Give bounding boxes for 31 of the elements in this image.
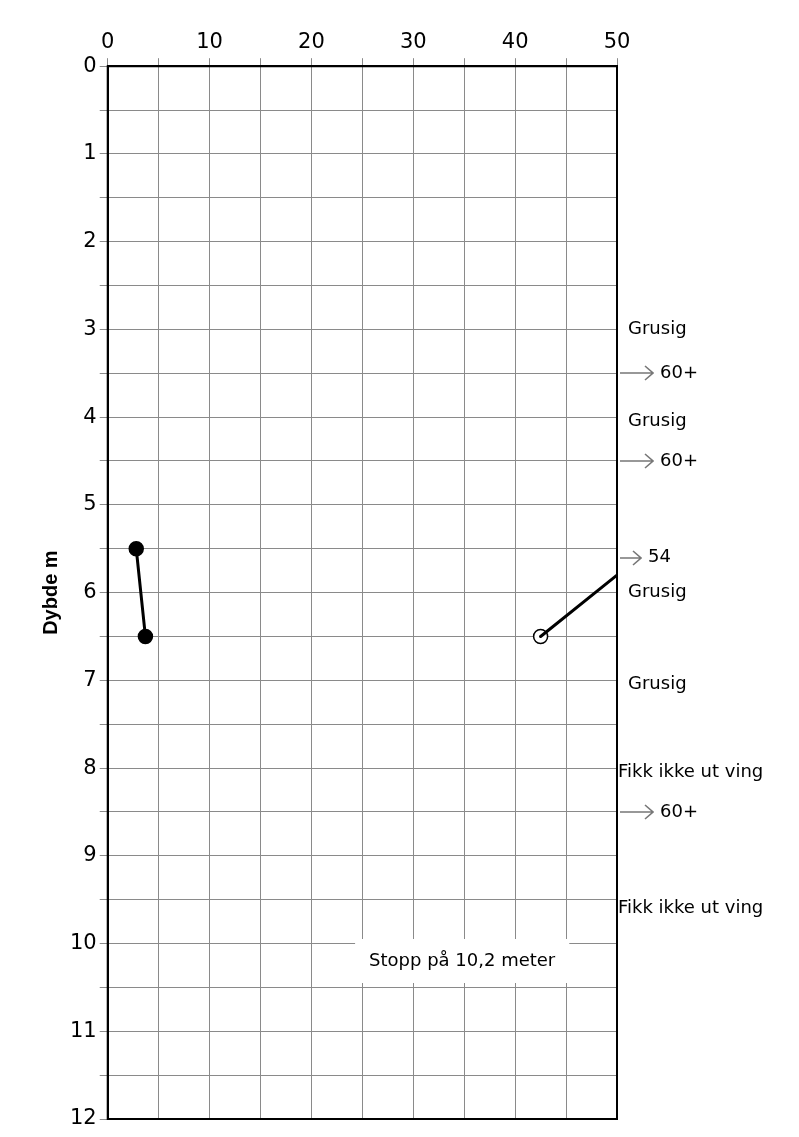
x-tick-label: 40 (501, 29, 529, 54)
y-tick-label: 11 (69, 1017, 97, 1042)
y-tick-label: 6 (83, 579, 97, 604)
x-tick-label: 20 (298, 29, 325, 54)
annotation: Stopp på 10,2 meter (369, 948, 556, 970)
y-tick-label: 12 (69, 1105, 97, 1130)
text: 60+ (660, 799, 698, 821)
text: Grusig (628, 580, 687, 602)
y-tick-label: 3 (83, 315, 97, 340)
y-tick-label: 4 (83, 403, 97, 428)
text: 60+ (660, 360, 698, 382)
y-tick-label: 8 (83, 754, 97, 779)
text: Grusig (628, 317, 687, 339)
x-tick-label: 10 (196, 29, 223, 54)
y-tick-label: 7 (83, 666, 97, 691)
text: 54 (648, 545, 671, 567)
text: 60+ (660, 448, 698, 470)
x-tick-label: 30 (399, 29, 427, 54)
y-tick-label: 10 (69, 929, 97, 954)
x-tick-label: 50 (603, 29, 631, 54)
text: Grusig (628, 409, 687, 431)
text: Grusig (628, 672, 687, 694)
y-tick-label: 5 (83, 491, 97, 516)
y-tick-label: 2 (83, 228, 97, 253)
x-tick-label: 0 (101, 29, 115, 54)
y-axis-title: Dybde m (38, 550, 61, 635)
y-tick-label: 1 (83, 140, 97, 165)
y-tick-label: 0 (83, 52, 97, 77)
y-tick-label: 9 (83, 842, 97, 867)
text: Fikk ikke ut ving (618, 896, 764, 918)
text: Fikk ikke ut ving (618, 760, 764, 782)
